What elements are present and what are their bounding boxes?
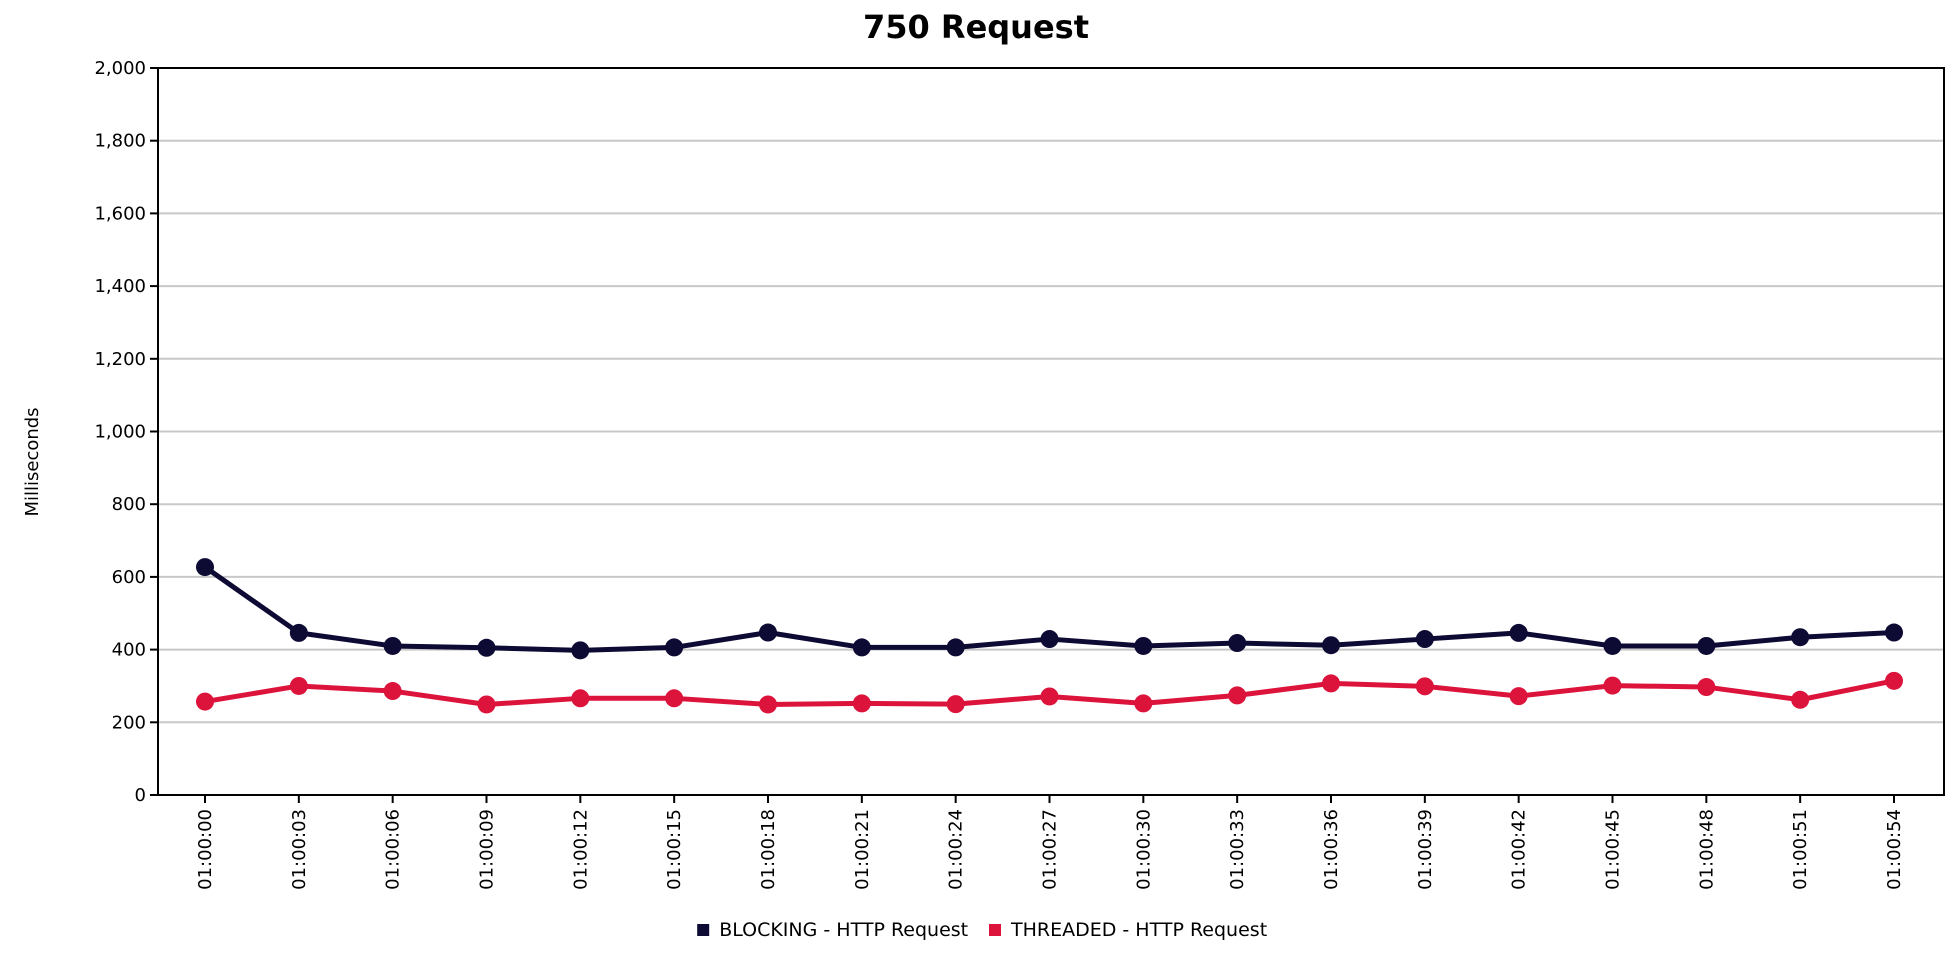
legend: BLOCKING - HTTP Request THREADED - HTTP R… xyxy=(697,919,1267,941)
y-tick-label: 800 xyxy=(112,494,146,515)
x-tick-label: 01:00:09 xyxy=(477,809,498,890)
data-point xyxy=(946,638,965,657)
x-tick-label: 01:00:06 xyxy=(383,809,404,890)
x-tick-label: 01:00:48 xyxy=(1696,809,1717,890)
data-point xyxy=(1697,678,1716,697)
data-point xyxy=(383,682,402,701)
y-tick-label: 1,000 xyxy=(94,422,146,443)
x-tick-label: 01:00:15 xyxy=(664,809,685,890)
y-tick-label: 200 xyxy=(112,712,146,733)
data-point xyxy=(1885,671,1903,690)
data-point xyxy=(1791,628,1810,647)
data-point xyxy=(1415,677,1434,696)
data-point xyxy=(1509,623,1528,642)
chart-title: 750 Request xyxy=(863,8,1089,46)
y-tick-label: 1,800 xyxy=(94,131,146,152)
x-axis-ticks: 01:00:00 01:00:03 01:00:06 01:00:09 01:00:12… xyxy=(195,795,1905,890)
x-tick-label: 01:00:12 xyxy=(570,809,591,890)
data-point xyxy=(1228,686,1247,705)
data-point xyxy=(289,623,308,642)
x-tick-label: 01:00:39 xyxy=(1415,809,1436,890)
data-point xyxy=(1885,623,1903,642)
x-tick-label: 01:00:24 xyxy=(946,809,967,890)
data-point xyxy=(1040,687,1059,706)
data-point xyxy=(759,623,777,642)
data-point xyxy=(852,694,871,713)
data-point xyxy=(1134,636,1153,655)
series-2 xyxy=(196,671,1903,714)
x-tick-label: 01:00:21 xyxy=(852,809,873,890)
x-tick-label: 01:00:27 xyxy=(1040,809,1061,890)
legend-swatch xyxy=(989,924,1001,936)
x-tick-label: 01:00:00 xyxy=(195,809,216,890)
data-point xyxy=(196,558,214,577)
data-point xyxy=(289,676,308,695)
y-tick-label: 1,200 xyxy=(94,349,146,370)
y-tick-label: 1,400 xyxy=(94,276,146,297)
legend-swatch xyxy=(697,924,710,936)
y-axis-ticks: 0 200 400 600 800 1,000 1,200 1,400 1,600 1,800 2,… xyxy=(94,58,158,806)
data-point xyxy=(1134,694,1153,713)
data-point xyxy=(1228,634,1247,653)
data-point xyxy=(1791,690,1810,709)
data-point xyxy=(1322,674,1340,693)
y-tick-label: 600 xyxy=(112,567,146,588)
data-point xyxy=(477,695,496,714)
y-tick-label: 0 xyxy=(135,785,146,806)
legend-item: THREADED - HTTP Request xyxy=(989,919,1267,941)
data-point xyxy=(1603,636,1622,655)
data-point xyxy=(477,638,496,657)
series-1 xyxy=(196,558,1903,660)
legend-label: THREADED - HTTP Request xyxy=(1010,919,1267,941)
data-point xyxy=(665,638,684,657)
y-tick-label: 1,600 xyxy=(94,203,146,224)
x-tick-label: 01:00:51 xyxy=(1790,809,1811,890)
data-point xyxy=(852,638,871,657)
x-tick-label: 01:00:18 xyxy=(758,809,779,890)
data-point xyxy=(759,695,777,714)
data-point xyxy=(196,692,214,711)
legend-item: BLOCKING - HTTP Request xyxy=(697,919,968,941)
y-tick-label: 400 xyxy=(112,640,146,661)
y-axis-label: Milliseconds xyxy=(22,407,43,516)
data-point xyxy=(665,689,684,708)
data-point xyxy=(383,636,402,655)
data-point xyxy=(1415,630,1434,649)
data-point xyxy=(1697,636,1716,655)
x-tick-label: 01:00:54 xyxy=(1884,809,1905,890)
data-point xyxy=(571,689,590,708)
data-point xyxy=(1040,630,1059,649)
data-point xyxy=(1603,676,1622,695)
y-tick-label: 2,000 xyxy=(94,58,146,79)
data-point xyxy=(946,695,965,714)
x-tick-label: 01:00:03 xyxy=(289,809,310,890)
data-point xyxy=(1509,687,1528,706)
data-point xyxy=(571,641,590,660)
x-tick-label: 01:00:42 xyxy=(1509,809,1530,890)
x-tick-label: 01:00:30 xyxy=(1133,809,1154,890)
series-layer xyxy=(196,558,1903,714)
x-tick-label: 01:00:45 xyxy=(1603,809,1624,890)
x-tick-label: 01:00:36 xyxy=(1321,809,1342,890)
x-tick-label: 01:00:33 xyxy=(1227,809,1248,890)
plot-area-border xyxy=(157,67,1945,796)
legend-label: BLOCKING - HTTP Request xyxy=(719,919,968,941)
data-point xyxy=(1322,636,1340,655)
